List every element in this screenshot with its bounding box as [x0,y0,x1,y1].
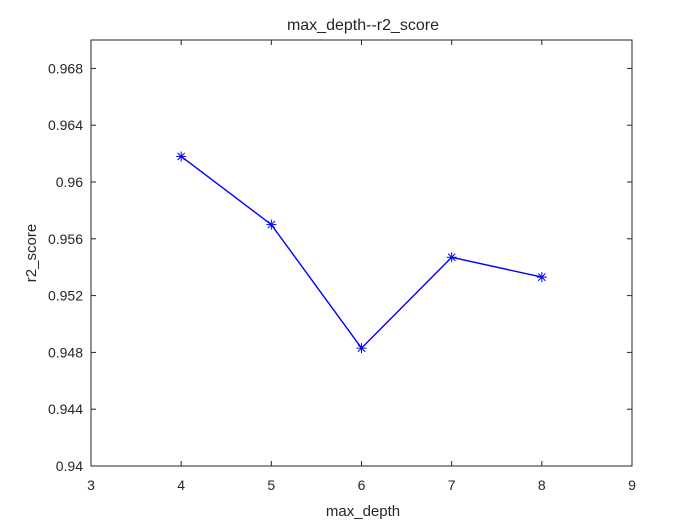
plot-frame [90,39,633,467]
x-tick-label: 9 [628,477,636,493]
data-point [266,219,277,230]
x-tick-label: 6 [358,477,366,493]
x-tick-label: 8 [538,477,546,493]
y-tick-label: 0.96 [56,174,83,190]
data-point [356,343,367,354]
x-tick-label: 3 [87,477,95,493]
x-axis: 3 4 5 6 7 8 9 [87,40,636,493]
x-tick-label: 5 [267,477,275,493]
y-tick-label: 0.948 [48,344,83,360]
data-point [536,272,547,283]
data-point [176,151,187,162]
y-tick-label: 0.964 [48,117,83,133]
x-tick-label: 7 [448,477,456,493]
y-tick-label: 0.952 [48,288,83,304]
y-tick-label: 0.968 [48,60,83,76]
y-tick-label: 0.94 [56,458,83,474]
series-layer [176,151,547,354]
y-tick-label: 0.956 [48,231,83,247]
y-axis-label: r2_score [23,224,40,282]
y-axis: 0.94 0.944 0.948 0.952 0.956 0.96 0.964 0.968 [48,60,632,474]
x-tick-label: 4 [177,477,185,493]
data-point [446,252,457,263]
x-axis-label: max_depth [326,503,400,520]
chart-title: max_depth--r2_score [287,17,439,34]
y-tick-label: 0.944 [48,401,83,417]
